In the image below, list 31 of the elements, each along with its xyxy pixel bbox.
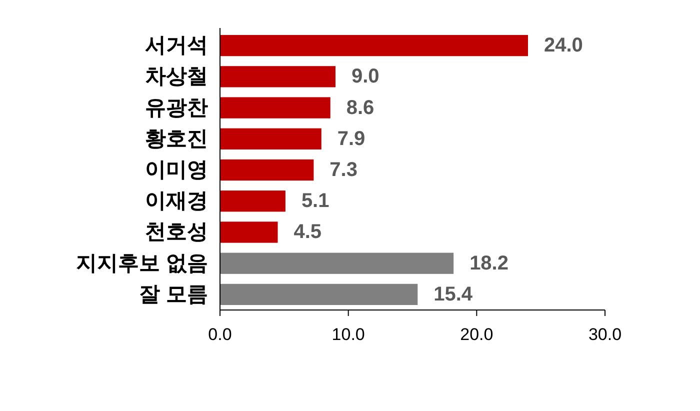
bar (220, 128, 322, 150)
bar (220, 97, 330, 118)
data-label: 4.5 (294, 221, 322, 244)
bar (220, 34, 528, 56)
data-label: 7.9 (337, 128, 366, 150)
data-label: 5.1 (301, 190, 330, 212)
y-tick-label: 잘 모름 (139, 282, 208, 306)
data-label: 24.0 (544, 34, 583, 57)
bar (220, 252, 454, 274)
x-tick-label: 30.0 (588, 325, 622, 344)
data-label: 9.0 (352, 66, 380, 88)
x-tick-label: 10.0 (332, 325, 365, 344)
y-tick-label: 천호성 (145, 220, 208, 244)
y-tick-label: 차상철 (145, 65, 208, 88)
bar (220, 66, 336, 88)
bar (220, 222, 278, 243)
y-tick-label: 지지후보 없음 (76, 252, 208, 275)
data-label: 18.2 (470, 252, 509, 274)
bar (220, 284, 418, 306)
y-tick-label: 유광찬 (145, 96, 208, 120)
data-label: 7.3 (330, 159, 358, 181)
data-label: 15.4 (434, 283, 474, 306)
y-tick-label: 이재경 (145, 190, 208, 213)
y-tick-label: 서거석 (145, 34, 208, 58)
y-tick-label: 이미영 (145, 158, 208, 182)
bar (220, 159, 314, 181)
data-label: 8.6 (346, 96, 374, 119)
y-tick-label: 황호진 (145, 127, 208, 150)
x-tick-label: 20.0 (460, 325, 494, 344)
bar (220, 190, 286, 212)
x-tick-label: 0.0 (208, 325, 232, 344)
